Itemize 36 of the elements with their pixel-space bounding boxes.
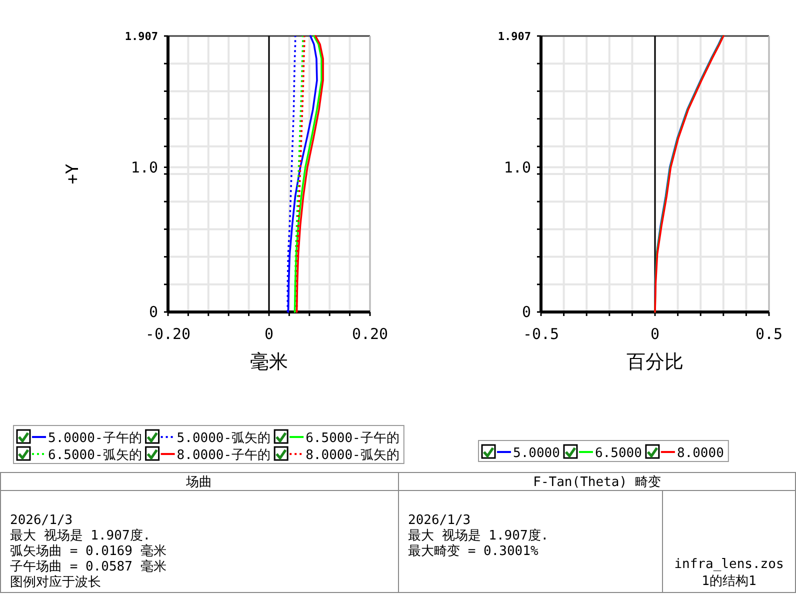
text: infra_lens.zos	[674, 557, 784, 572]
x-tick-label: 0.20	[352, 325, 388, 343]
y-tick-label: 0	[148, 303, 158, 321]
legend-label: 6.5000	[594, 446, 642, 461]
text: 图例对应于波长	[10, 574, 101, 590]
legend-label: 8.0000-子午的	[176, 448, 271, 463]
text: 1的结构1	[702, 574, 756, 589]
text: 2026/1/3	[10, 513, 73, 528]
text: F-Tan(Theta) 畸变	[533, 475, 661, 490]
x-tick-label: 0.5	[755, 325, 783, 343]
legend-label: 5.0000-弧矢的	[176, 431, 271, 446]
text: 场曲	[185, 475, 212, 490]
text: 最大畸变 = 0.3001%	[408, 544, 538, 559]
legend-label: 8.0000-弧矢的	[306, 448, 400, 463]
legend-label: 6.5000-子午的	[306, 431, 400, 446]
x-tick-label: 0	[650, 325, 660, 343]
legend-label: 8.0000	[676, 446, 724, 461]
x-axis-title: 百分比	[626, 351, 684, 373]
text: 子午场曲 = 0.0587 毫米	[10, 558, 166, 574]
y-tick-label: 1.907	[498, 30, 531, 43]
legend-label: 6.5000-弧矢的	[48, 448, 142, 463]
text: 2026/1/3	[408, 513, 471, 528]
y-tick-label: 1.907	[124, 30, 158, 43]
y-axis-title: +Y	[63, 164, 83, 184]
y-tick-label: 1.0	[130, 158, 158, 176]
x-tick-label: -0.20	[145, 325, 191, 343]
legend-label: 5.0000	[513, 446, 560, 461]
y-tick-label: 1.0	[504, 158, 531, 176]
y-tick-label: 0	[522, 303, 531, 321]
text: 弧矢场曲 = 0.0169 毫米	[10, 543, 166, 559]
text: 最大 视场是 1.907度.	[408, 528, 549, 544]
x-tick-label: -0.5	[522, 325, 560, 343]
x-axis-title: 毫米	[250, 351, 288, 373]
text: 最大 视场是 1.907度.	[10, 528, 151, 544]
legend-label: 5.0000-子午的	[48, 431, 142, 446]
x-tick-label: 0	[264, 325, 274, 343]
